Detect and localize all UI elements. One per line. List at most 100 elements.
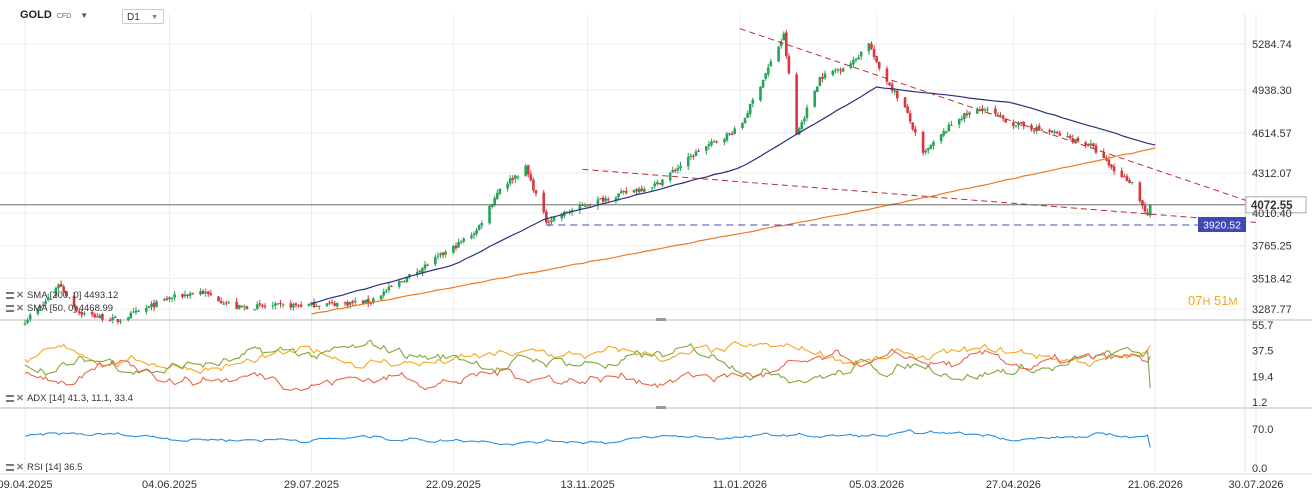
candle-body [640,188,644,191]
candle-body [1128,180,1131,183]
adx-tick-label: 19.4 [1252,371,1273,383]
candle [152,299,156,312]
candle [885,66,889,86]
candle-body [46,297,50,301]
candle [785,29,788,59]
menu-icon[interactable] [6,394,14,402]
candle-body [1086,144,1090,146]
candle [815,86,819,93]
interval-selector[interactable]: D1 ▼ [122,9,164,24]
candle [679,161,682,172]
candle [1110,163,1113,170]
candle-body [996,114,1000,116]
candle [423,261,427,272]
candle-body [823,73,827,78]
close-icon[interactable]: ✕ [16,393,24,404]
indicator-sma50[interactable]: ✕ SMA [50, 0] 4468.99 [6,303,113,314]
candle [44,298,47,307]
candle-body [1141,200,1144,206]
candle [116,318,120,325]
candle [532,177,535,193]
candle-body [926,148,930,151]
candle [253,308,256,311]
candle-body [705,146,708,151]
candle [384,289,388,294]
candle-body [921,131,925,153]
candle-body [421,267,424,273]
candle [939,133,943,144]
candle [1032,128,1036,134]
indicator-adx[interactable]: ✕ ADX [14] 41.3, 11.1, 33.4 [6,393,133,404]
candle-body [1001,115,1005,119]
candle-body [1055,131,1059,134]
candle-body [126,317,130,321]
resize-handle-icon[interactable] [656,318,666,321]
indicator-adx-label: ADX [14] 41.3, 11.1, 33.4 [26,393,133,404]
candle [155,299,158,308]
candle [1040,128,1044,131]
candle [235,297,238,310]
candle [926,147,930,154]
candle [697,148,700,152]
adx-tick-label: 37.5 [1252,346,1273,358]
countdown-minutes: 51 [1214,293,1229,308]
candle-body [813,91,816,107]
candle [908,110,912,125]
candle-body [408,274,411,276]
candle [1143,201,1147,215]
current-price-label: 4072.55 [1251,200,1293,212]
price-tick-label: 4010.40 [1252,208,1292,220]
candle-body [276,303,280,305]
candle [981,104,984,114]
menu-icon[interactable] [6,304,14,312]
candle-body [1012,122,1015,126]
candle [379,295,383,300]
candle-body [815,86,819,93]
candle-body [387,286,391,291]
candle-body [144,307,148,312]
candle [725,131,729,143]
candle [93,312,96,319]
candle [715,140,718,144]
candle-body [924,150,927,153]
candle [800,120,804,130]
candle [676,164,680,174]
candle-body [222,303,226,305]
candle-body [526,165,530,175]
close-icon[interactable]: ✕ [16,303,24,314]
candle-body [658,183,662,185]
symbol-name: GOLD [20,9,52,21]
close-icon[interactable]: ✕ [16,290,24,301]
price-tick-label: 3765.25 [1252,241,1292,253]
candle [1146,208,1149,216]
candle [1048,128,1051,135]
resize-handle-icon[interactable] [656,406,666,409]
candle-body [1068,135,1072,139]
candle [692,154,695,160]
candle-body [299,304,303,307]
menu-icon[interactable] [6,463,14,471]
candle [366,295,370,308]
candle [217,296,220,302]
candle-body [596,199,600,207]
indicator-rsi[interactable]: ✕ RSI [14] 36.5 [6,462,82,473]
candle [289,300,293,311]
candle-body [586,205,589,207]
candle [622,189,626,195]
candle-body [777,46,780,62]
candle [181,293,184,299]
candle-body [821,76,824,79]
indicator-sma200[interactable]: ✕ SMA [200, 0] 4493.12 [6,290,118,301]
grid [0,14,1257,472]
candle [108,317,112,322]
menu-icon[interactable] [6,291,14,299]
candle-body [963,113,966,120]
close-icon[interactable]: ✕ [16,462,24,473]
symbol-selector[interactable]: GOLD CFD ▼ [20,9,88,21]
candle [805,104,809,122]
candle-body [472,233,476,236]
candle [841,67,845,72]
candle-body [62,286,66,292]
